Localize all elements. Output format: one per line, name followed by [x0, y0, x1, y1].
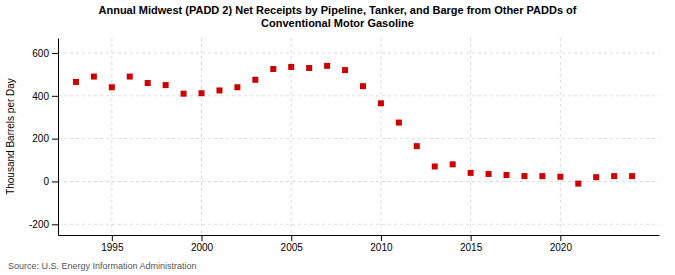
y-axis-label: Thousand Barrels per Day — [5, 78, 16, 195]
point — [414, 143, 420, 149]
point — [252, 77, 258, 83]
tick: 0 — [43, 176, 58, 187]
grid-line — [560, 38, 561, 235]
tick-mark — [202, 235, 203, 241]
tick-label: -200 — [29, 219, 49, 230]
axis-line — [58, 39, 59, 236]
grid-line — [58, 138, 659, 139]
title-line: Conventional Motor Gasoline — [261, 17, 414, 29]
point — [91, 74, 97, 80]
point — [145, 80, 151, 86]
point — [342, 67, 348, 73]
tick-label: 2020 — [550, 242, 573, 253]
tick: 2005 — [281, 235, 304, 253]
point — [324, 63, 330, 69]
tick-mark — [52, 53, 58, 54]
tick: 600 — [32, 48, 58, 59]
tick: 2020 — [550, 235, 573, 253]
grid-line — [58, 52, 659, 53]
point — [378, 100, 384, 106]
tick-mark — [560, 235, 561, 241]
point — [270, 66, 276, 72]
plot: 1995 2000 2005 2010 2015 2020 -200 0 200 400 600 — [29, 38, 660, 253]
point — [73, 79, 79, 85]
tick-mark — [52, 181, 58, 182]
tick-mark — [52, 139, 58, 140]
point — [109, 84, 115, 90]
point — [468, 170, 474, 176]
tick: -200 — [29, 219, 58, 230]
grid-line — [111, 38, 112, 235]
tick-mark — [471, 235, 472, 241]
tick-label: 2000 — [191, 242, 214, 253]
point — [504, 172, 510, 178]
marks — [73, 63, 635, 187]
title-line: Annual Midwest (PADD 2) Net Receipts by … — [99, 4, 577, 16]
point — [127, 74, 133, 80]
point — [593, 174, 599, 180]
grid-line — [380, 38, 381, 235]
grid — [58, 38, 659, 235]
grid-line — [58, 181, 659, 182]
tick-label: 2005 — [281, 242, 304, 253]
tick-mark — [381, 235, 382, 241]
y-axis: -200 0 200 400 600 — [29, 39, 59, 236]
axis-line — [59, 235, 660, 236]
tick-mark — [291, 235, 292, 241]
point — [288, 64, 294, 70]
point — [486, 171, 492, 177]
tick-label: 2015 — [460, 242, 483, 253]
point — [539, 173, 545, 179]
point — [432, 163, 438, 169]
tick-label: 400 — [32, 91, 49, 102]
point — [557, 174, 563, 180]
x-axis: 1995 2000 2005 2010 2015 2020 — [59, 235, 660, 253]
tick: 2010 — [370, 235, 393, 253]
chart: Annual Midwest (PADD 2) Net Receipts by … — [0, 0, 675, 275]
tick-mark — [52, 96, 58, 97]
tick-label: 200 — [32, 133, 49, 144]
point — [575, 181, 581, 187]
grid-line — [470, 38, 471, 235]
tick-mark — [112, 235, 113, 241]
point — [521, 173, 527, 179]
point — [181, 91, 187, 97]
tick: 1995 — [101, 235, 124, 253]
point — [216, 87, 222, 93]
point — [306, 65, 312, 71]
point — [396, 120, 402, 126]
grid-line — [58, 95, 659, 96]
point — [629, 173, 635, 179]
point — [163, 82, 169, 88]
point — [360, 83, 366, 89]
point — [611, 173, 617, 179]
tick: 400 — [32, 91, 58, 102]
title: Annual Midwest (PADD 2) Net Receipts by … — [99, 4, 577, 29]
grid-line — [58, 224, 659, 225]
tick: 200 — [32, 133, 58, 144]
point — [199, 90, 205, 96]
grid-line — [201, 38, 202, 235]
tick: 2000 — [191, 235, 214, 253]
point — [234, 84, 240, 90]
point — [450, 161, 456, 167]
tick-label: 2010 — [370, 242, 393, 253]
annotation: Source: U.S. Energy Information Administ… — [8, 261, 197, 271]
tick-mark — [52, 224, 58, 225]
tick-label: 600 — [32, 48, 49, 59]
tick-label: 1995 — [101, 242, 124, 253]
tick-label: 0 — [43, 176, 49, 187]
tick: 2015 — [460, 235, 483, 253]
